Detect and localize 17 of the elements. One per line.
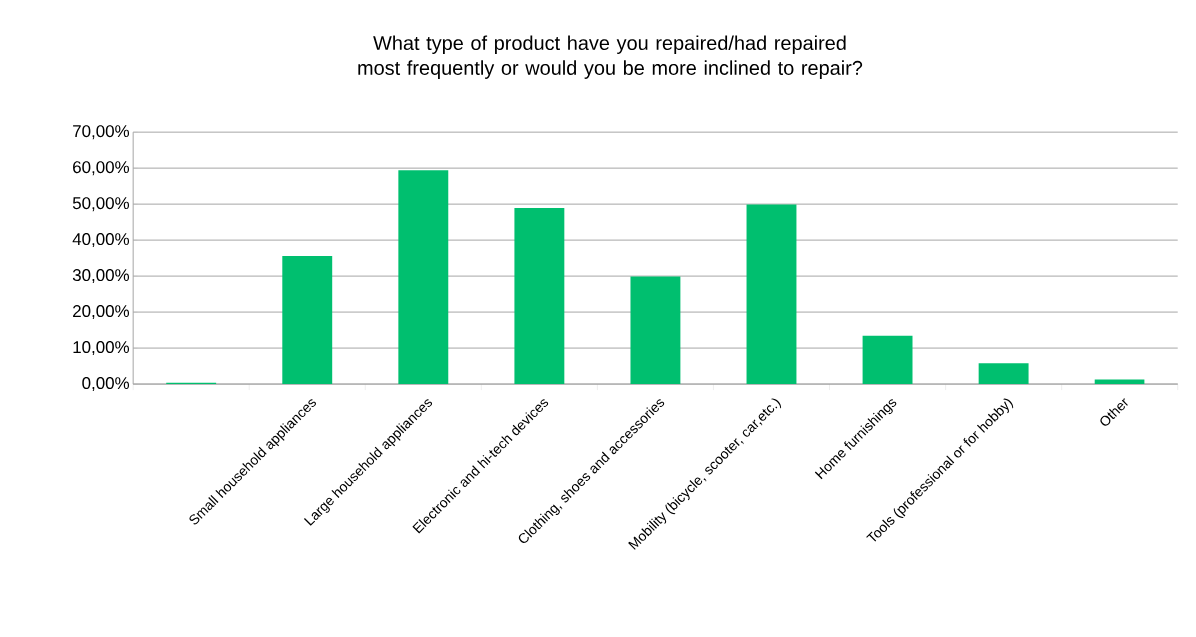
bar — [862, 335, 913, 384]
y-tick-label: 10,00% — [73, 340, 130, 355]
y-tick-label: 30,00% — [72, 269, 130, 284]
y-tick-label: 60,00% — [73, 161, 130, 176]
bar — [398, 170, 449, 384]
bar — [282, 255, 333, 384]
bar — [746, 204, 797, 384]
bar — [1094, 379, 1145, 384]
y-tick-label: 70,00% — [73, 125, 130, 140]
chart-title: What type of product have you repaired/had repaired most frequently or would you be more inclined to repair? — [358, 35, 863, 79]
bar — [630, 276, 681, 384]
bar — [514, 207, 565, 384]
y-tick-label: 20,00% — [73, 305, 130, 319]
y-tick-label: 0,00% — [82, 376, 130, 391]
y-tick-label: 50,00% — [72, 197, 130, 212]
bar — [978, 363, 1029, 384]
y-tick-label: 40,00% — [72, 233, 130, 248]
